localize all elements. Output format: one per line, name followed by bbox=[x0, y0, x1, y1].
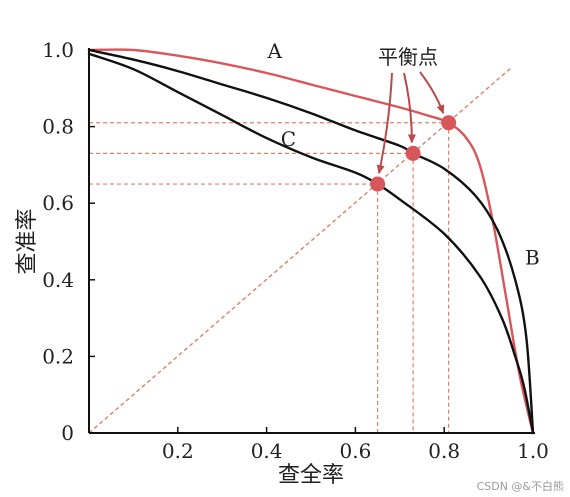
break-even-points bbox=[370, 71, 457, 192]
curve-label-a: A bbox=[266, 39, 282, 63]
x-tick-label: 0.6 bbox=[339, 439, 371, 463]
annotation-label: 平衡点 bbox=[378, 45, 438, 69]
y-tick-label: 0.2 bbox=[42, 344, 74, 368]
labels: 0 0.2 0.4 0.6 0.8 1.0 0.2 0.4 0.6 0.8 1.0 查全率 查准率 A B C… bbox=[15, 38, 564, 493]
annotation-arrow-3 bbox=[376, 72, 393, 175]
y-tick-label: 0.4 bbox=[42, 268, 74, 292]
curve-label-c: C bbox=[281, 127, 296, 151]
x-tick-label: 0.4 bbox=[251, 439, 283, 463]
break-even-point-1 bbox=[441, 115, 457, 131]
x-axis-title: 查全率 bbox=[278, 463, 344, 488]
annotation-arrow-2 bbox=[403, 72, 416, 144]
y-tick-label: 0.8 bbox=[42, 115, 74, 139]
curve-a bbox=[87, 48, 535, 435]
y-tick-label: 0 bbox=[61, 421, 74, 445]
curve-label-b: B bbox=[525, 246, 540, 270]
x-tick-label: 1.0 bbox=[517, 439, 549, 463]
guide-lines bbox=[88, 67, 512, 434]
axes bbox=[88, 48, 535, 434]
break-even-point-2 bbox=[405, 145, 421, 161]
break-even-point-3 bbox=[370, 176, 386, 192]
diagonal-line bbox=[88, 67, 512, 434]
annotation-arrow-1 bbox=[419, 71, 445, 115]
x-tick-label: 0.8 bbox=[428, 439, 460, 463]
y-tick-label: 0.6 bbox=[42, 191, 74, 215]
curve-b bbox=[87, 48, 535, 435]
x-tick-label: 0.2 bbox=[162, 439, 194, 463]
y-tick-label: 1.0 bbox=[42, 38, 74, 62]
y-axis-title: 查准率 bbox=[15, 208, 40, 274]
watermark-text: CSDN @&不白熊 bbox=[477, 479, 564, 493]
